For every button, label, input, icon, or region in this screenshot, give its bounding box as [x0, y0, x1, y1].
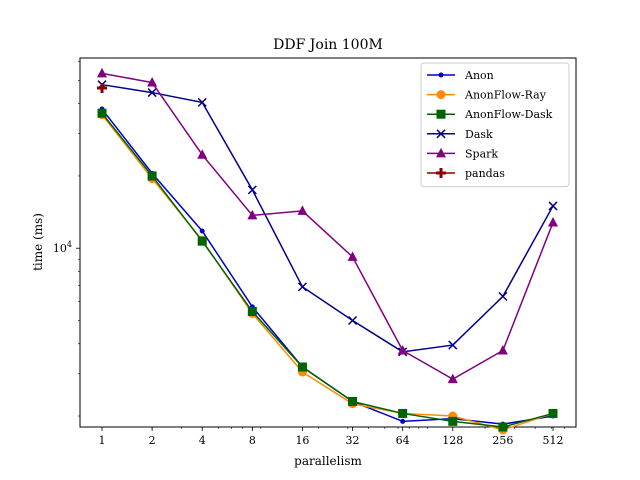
x-tick-label: 128 — [442, 434, 463, 447]
data-point — [197, 236, 207, 246]
series-line — [101, 112, 554, 428]
legend-marker — [436, 147, 446, 158]
data-point — [548, 201, 558, 211]
x-tick-label: 4 — [199, 434, 206, 447]
x-tick-label: 16 — [295, 434, 309, 447]
data-point — [147, 77, 158, 87]
series-spark — [97, 67, 558, 384]
data-point — [197, 149, 208, 159]
x-tick-label: 32 — [346, 434, 360, 447]
series-line — [101, 83, 554, 353]
series-line — [101, 72, 554, 380]
data-point — [97, 82, 107, 93]
data-point — [400, 418, 406, 424]
legend: Anon AnonFlow-Ray AnonFlow-Dask Dask Spark pa… — [420, 62, 570, 188]
data-point — [548, 408, 558, 418]
data-point — [297, 205, 308, 215]
data-point — [347, 251, 358, 261]
data-point — [398, 408, 408, 418]
data-point — [147, 171, 157, 181]
plot-area — [79, 57, 577, 428]
legend-marker — [436, 109, 446, 119]
y-axis: 104 — [53, 61, 80, 417]
data-point — [197, 97, 207, 107]
data-point — [498, 422, 508, 432]
data-point — [297, 282, 307, 292]
data-point — [247, 185, 257, 195]
data-point — [348, 396, 358, 406]
series-pandas — [97, 82, 107, 93]
legend-label: AnonFlow-Dask — [464, 108, 553, 121]
series-anonflow-dask — [97, 108, 558, 432]
legend-label: Spark — [465, 147, 498, 160]
data-point — [397, 344, 408, 355]
legend-marker — [436, 90, 446, 100]
x-tick-label: 8 — [249, 434, 256, 447]
legend-label: pandas — [465, 167, 505, 180]
data-point — [247, 307, 257, 317]
legend-label: Anon — [464, 69, 494, 82]
legend-marker — [436, 129, 446, 139]
data-point — [548, 216, 558, 227]
legend-label: AnonFlow-Ray — [464, 89, 547, 102]
x-axis: 1 2 4 8 16 32 64 128 256 512 — [99, 427, 565, 447]
data-point — [97, 67, 107, 78]
data-point — [297, 362, 307, 372]
data-point — [497, 344, 508, 355]
y-axis-label: time (ms) — [31, 213, 45, 271]
x-tick-label: 64 — [396, 434, 410, 447]
x-axis-label: parallelism — [294, 454, 362, 468]
x-tick-label: 256 — [492, 434, 513, 447]
x-tick-label: 512 — [543, 434, 564, 447]
legend-box — [420, 62, 570, 188]
legend-marker — [438, 72, 444, 78]
data-point — [247, 209, 258, 220]
chart-title: DDF Join 100M — [273, 37, 383, 53]
data-point — [448, 340, 458, 350]
x-tick-label: 2 — [149, 434, 156, 447]
data-point — [498, 291, 508, 301]
y-tick-label: 104 — [53, 240, 72, 255]
data-point — [97, 108, 107, 118]
data-point — [448, 416, 458, 426]
series-layer — [97, 67, 558, 435]
legend-marker — [436, 168, 446, 178]
x-tick-label: 1 — [99, 434, 106, 447]
plot-frame — [79, 57, 577, 428]
data-point — [199, 228, 205, 234]
data-point — [348, 315, 358, 326]
data-point — [447, 373, 458, 384]
data-point — [147, 88, 157, 98]
legend-label: Dask — [465, 128, 493, 141]
